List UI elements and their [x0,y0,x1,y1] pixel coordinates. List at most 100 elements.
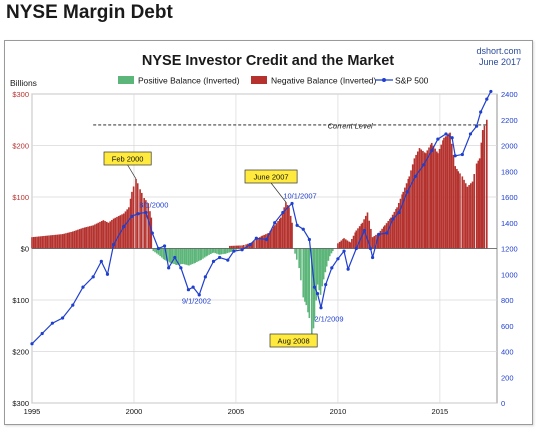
bar-fill [283,207,286,249]
bar [308,248,311,319]
bar-fill [214,248,217,254]
bar-fill [391,214,394,249]
bar-fill [281,212,284,249]
sp500-point [307,237,311,242]
bar [92,225,94,249]
y-left-tick-label: $0 [21,245,29,254]
bar-fill [124,211,127,249]
sp500-point [130,214,134,218]
bar-fill [286,205,289,249]
bar [135,178,137,249]
bar-fill [196,248,198,263]
bar-fill [253,241,255,249]
y-right-tick-label: 200 [501,373,514,382]
bar-fill [340,240,343,249]
legend-swatch-dot [382,78,386,82]
sp500-point [368,246,373,251]
bar-fill [266,233,269,249]
bar-fill [363,219,365,249]
y-right-tick-label: 400 [501,348,514,357]
bar [430,142,433,249]
bar-fill [399,198,402,249]
bar-fill [95,223,98,249]
bar-fill [191,248,194,265]
bar [343,238,345,249]
bar-fill [344,239,347,249]
sp500-point [240,248,244,252]
bar-fill [87,226,89,249]
y-left-tick-label: $200 [12,348,29,357]
y-left-tick-label: $100 [12,296,29,305]
sp500-point [336,257,340,261]
bar-fill [154,248,156,253]
bar [273,225,276,249]
bar [437,153,439,249]
bar-fill [126,209,128,249]
bar [328,248,331,257]
y-right-tick-label: 600 [501,322,514,331]
bar-fill [145,200,147,249]
bar-fill [351,239,353,249]
bar [319,248,322,295]
bar-fill [104,221,106,249]
sp500-point [468,132,473,136]
bar-fill [327,248,330,261]
sp500-point [264,237,269,242]
bar-fill [97,222,100,249]
bar-fill [300,248,302,281]
bar [255,239,258,249]
bar-fill [80,228,83,249]
bar-fill [448,133,450,249]
sp500-point [489,89,493,94]
bar-fill [434,148,436,249]
bar-fill [54,234,57,249]
bar [182,248,184,264]
bar [41,236,44,249]
bar [194,248,196,263]
sp500-point [315,291,320,296]
bar [245,244,247,249]
callout-leader [270,182,287,203]
sp500-point [312,285,317,289]
bar [413,158,416,249]
bar-fill [473,174,476,249]
bar [139,189,141,249]
bar-fill [211,248,214,254]
bar-fill [78,229,81,249]
bar [169,248,172,263]
legend-label: S&P 500 [395,76,429,86]
bar-fill [222,248,224,255]
sp500-point [60,316,65,320]
bar [143,198,145,249]
bar-fill [456,168,458,249]
legend-swatch [251,76,267,84]
sp500-point [413,174,418,178]
sp500-point [191,285,195,289]
bar [322,248,325,280]
bar-fill [277,221,279,249]
bar-fill [94,224,96,249]
sp500-point [111,243,116,247]
bar-fill [32,236,35,249]
sp500-point [342,249,346,253]
bar-fill [295,248,298,260]
bar-fill [43,235,45,249]
bar-fill [375,234,377,249]
bar-fill [459,173,461,249]
bar [82,227,84,249]
bar-fill [265,234,267,249]
bar-fill [429,144,432,249]
bar-fill [228,248,230,253]
bar-fill [257,238,259,249]
bar [61,234,64,249]
callout-box [103,151,152,166]
sp500-point [479,110,483,114]
sp500-point [248,243,252,247]
sp500-point [290,201,294,206]
sp500-point [50,321,54,325]
bar-fill [428,147,430,249]
y-right-tick-label: 1000 [501,270,518,279]
sp500-point [203,275,207,279]
bar-fill [216,248,218,254]
bar [466,186,469,249]
